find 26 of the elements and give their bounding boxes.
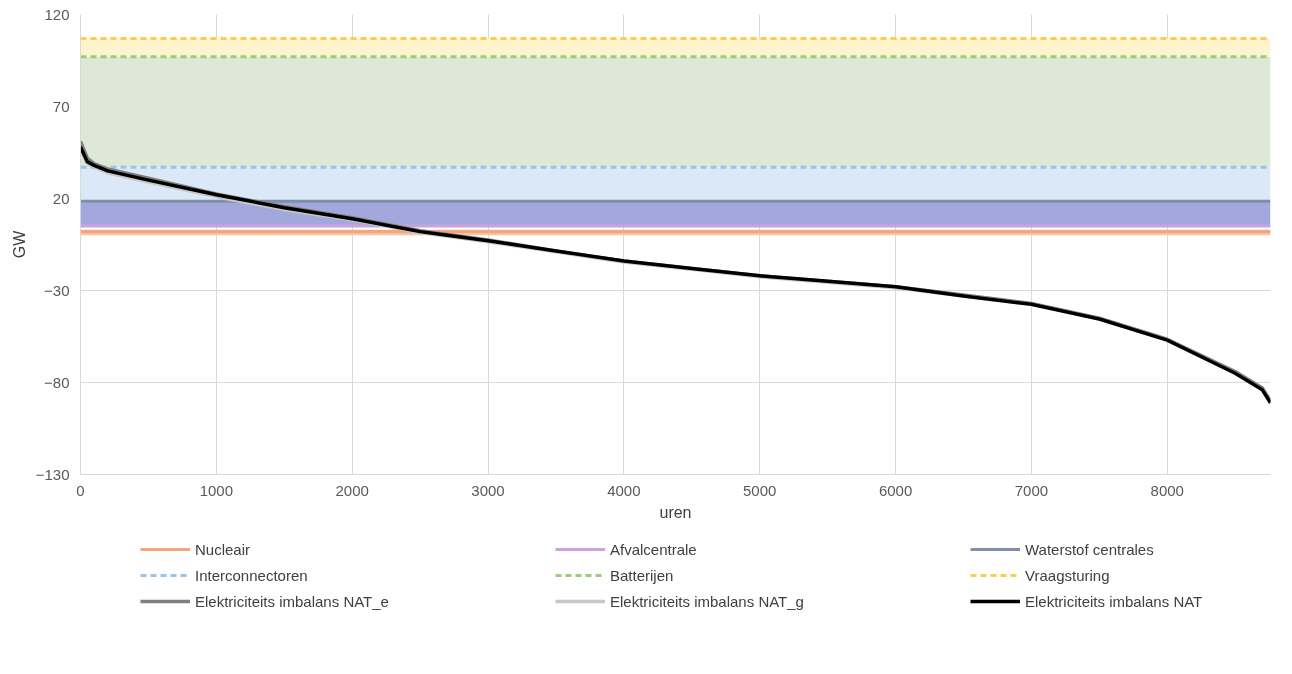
legend-label: Vraagsturing — [1025, 566, 1111, 584]
legend-label: Nucleair — [195, 540, 252, 558]
x-tick-label: 6000 — [878, 481, 913, 499]
x-tick-label: 8000 — [1150, 481, 1184, 499]
legend-label: Elektriciteits imbalans NAT_g — [610, 592, 805, 610]
x-tick-label: 7000 — [1014, 481, 1049, 499]
x-tick-label: 4000 — [607, 481, 641, 499]
x-tick-label: 1000 — [199, 481, 234, 499]
x-axis-title: uren — [659, 503, 692, 521]
y-tick-label: 120 — [44, 5, 70, 23]
legend-label: Elektriciteits imbalans NAT_e — [195, 592, 390, 610]
legend-label: Batterijen — [610, 566, 675, 584]
y-tick-label: 70 — [52, 97, 70, 115]
y-tick-label: −30 — [44, 281, 70, 299]
x-tick-label: 0 — [76, 481, 85, 499]
y-axis-title: GW — [10, 229, 28, 259]
legend-label: Elektriciteits imbalans NAT — [1025, 592, 1204, 610]
y-tick-label: 20 — [52, 189, 70, 207]
legend-label: Interconnectoren — [195, 566, 309, 584]
legend-label: Waterstof centrales — [1025, 540, 1155, 558]
legend-label: Afvalcentrale — [610, 540, 698, 558]
x-tick-label: 2000 — [335, 481, 369, 499]
x-tick-label: 5000 — [743, 481, 777, 499]
y-tick-label: −130 — [35, 465, 70, 483]
x-tick-label: 3000 — [471, 481, 505, 499]
y-tick-label: −80 — [44, 373, 70, 391]
